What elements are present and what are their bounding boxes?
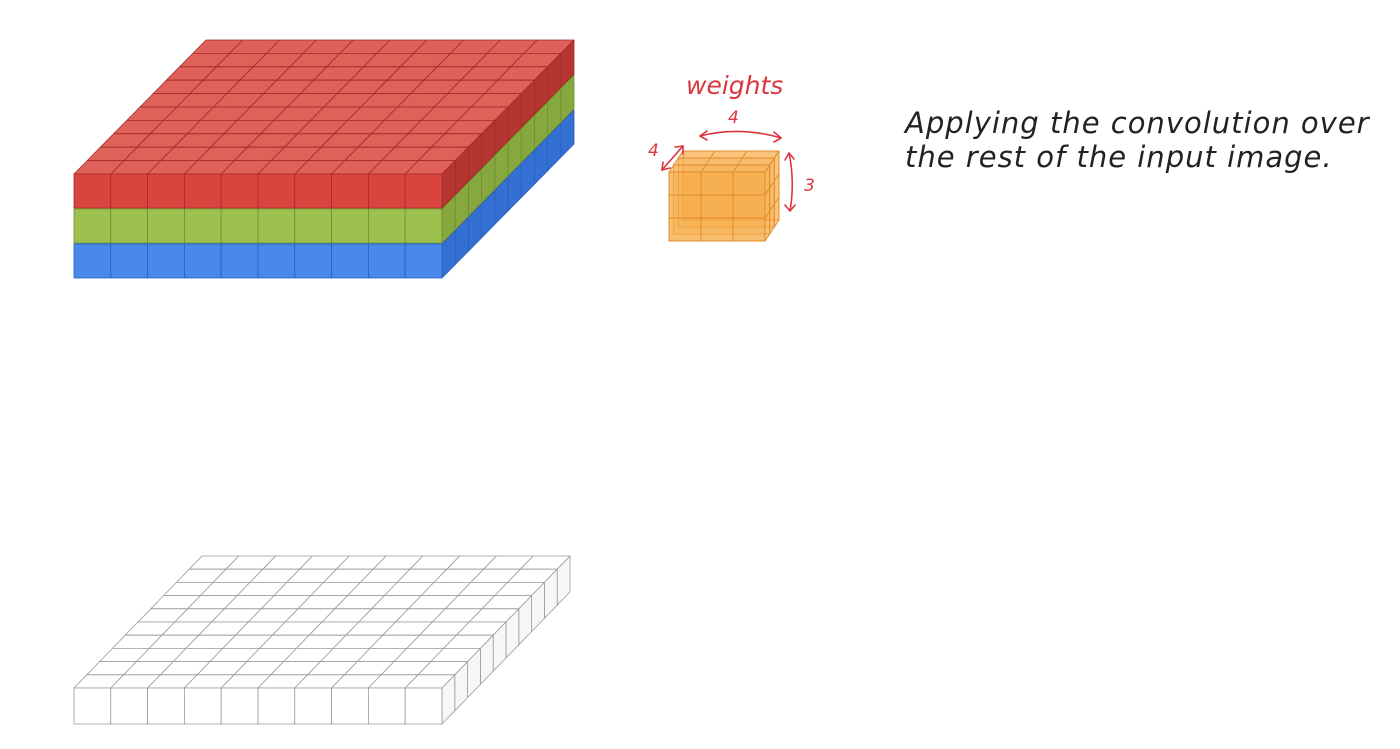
output-cube-front	[73, 687, 112, 725]
kernel-depth-arrow	[661, 145, 684, 171]
output-cube-front	[220, 687, 259, 725]
input-channel-3-cube-front	[367, 243, 406, 279]
input-channel-2-cube-front	[367, 208, 406, 244]
caption-line-1: Applying the convolution over	[905, 106, 1370, 140]
output-cube-front	[367, 687, 406, 725]
kernel-layer	[668, 171, 766, 242]
input-channel-3-cube-front	[147, 243, 185, 279]
kernel-depth-label: 4	[648, 141, 659, 161]
output-cube-front	[257, 687, 296, 725]
kernel-grid-line	[732, 150, 748, 173]
input-channel-3-cube-front	[183, 243, 222, 279]
kernel-width-label: 4	[728, 108, 739, 128]
output-cube-front	[110, 687, 149, 725]
kernel-height-label: 3	[804, 176, 815, 196]
input-channel-2-cube-front	[404, 208, 443, 244]
output-cube-front	[147, 687, 185, 725]
kernel-grid-line	[764, 173, 780, 196]
kernel-top-face	[668, 150, 780, 173]
kernel-annotations: weights 4 4 3	[648, 71, 815, 212]
input-volume	[73, 39, 575, 279]
output-cube-front	[331, 687, 369, 725]
input-channel-2-cube-front	[294, 208, 333, 244]
input-channel-2-cube-front	[110, 208, 149, 244]
kernel-grid-line	[764, 196, 780, 219]
kernel-width-arrow	[699, 130, 782, 143]
input-channel-3-cube-front	[331, 243, 369, 279]
input-channel-1-cube-front	[404, 173, 443, 209]
input-channel-1-cube-front	[220, 173, 259, 209]
input-channel-2-cube-front	[183, 208, 222, 244]
input-channel-2-cube-front	[331, 208, 369, 244]
input-channel-3-cube-front	[220, 243, 259, 279]
caption-line-2: the rest of the input image.	[905, 140, 1333, 174]
output-cube-front	[404, 687, 443, 725]
input-channel-3-cube-front	[294, 243, 333, 279]
output-cube-front	[294, 687, 333, 725]
input-channel-3-cube-front	[73, 243, 112, 279]
kernel-grid-lines	[669, 150, 780, 241]
input-channel-1-cube-front	[294, 173, 333, 209]
input-channel-1-cube-front	[183, 173, 222, 209]
output-feature-map	[73, 555, 571, 725]
weights-label: weights	[686, 71, 783, 100]
input-channel-2-cube-front	[73, 208, 112, 244]
input-channel-2-cube-front	[220, 208, 259, 244]
input-channel-1	[73, 39, 575, 209]
input-channel-1-cube-front	[110, 173, 149, 209]
input-channel-1-cube-front	[73, 173, 112, 209]
output-cube-front	[183, 687, 222, 725]
kernel-height-arrow	[784, 152, 796, 212]
input-channel-1-cube-front	[257, 173, 296, 209]
input-channel-2-cube-front	[257, 208, 296, 244]
kernel-grid-line	[700, 150, 716, 173]
input-channel-1-cube-front	[331, 173, 369, 209]
caption: Applying the convolution over the rest o…	[905, 106, 1375, 174]
input-channel-3-cube-front	[257, 243, 296, 279]
input-channel-3-cube-front	[110, 243, 149, 279]
input-channel-3-cube-front	[404, 243, 443, 279]
input-channel-1-cube-front	[367, 173, 406, 209]
kernel-weights	[668, 150, 780, 242]
input-channel-1-cube-front	[147, 173, 185, 209]
input-channel-2-cube-front	[147, 208, 185, 244]
